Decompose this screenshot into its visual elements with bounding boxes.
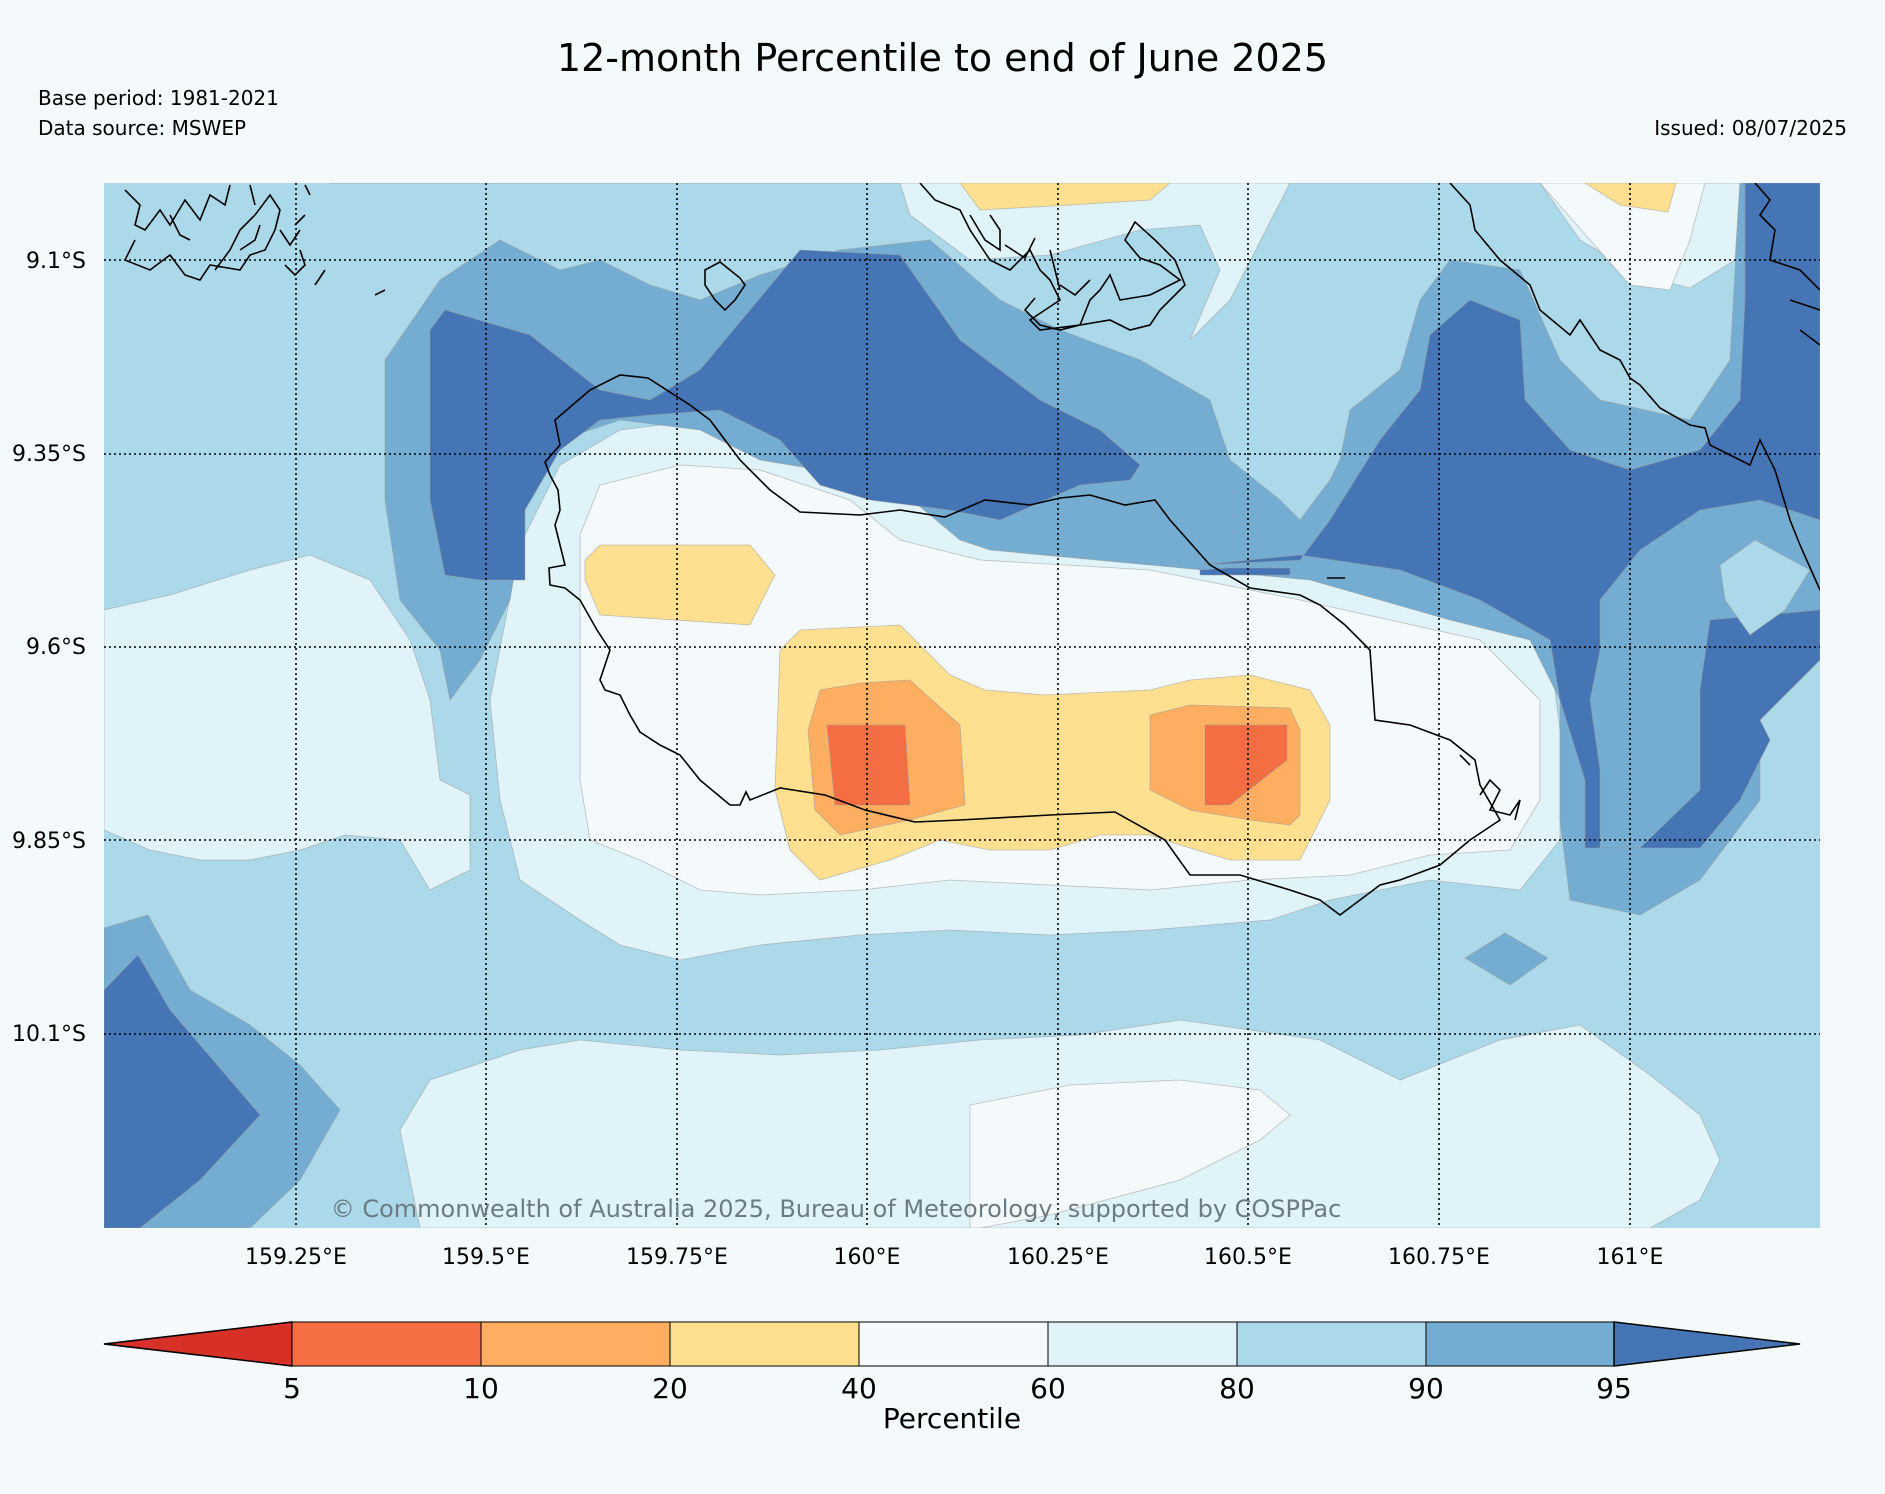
contour-95-north-east: [1199, 183, 1820, 849]
base-period-text: Base period: 1981-2021: [38, 86, 279, 110]
coastline-guadalcanal: [544, 374, 1502, 916]
colorbar-tick: 95: [1596, 1372, 1632, 1405]
lon-label: 160.75°E: [1388, 1245, 1490, 1270]
contour-20-40-top: [959, 183, 1171, 211]
colorbar-segment: [858, 1321, 1049, 1367]
coastline-florida-islands-2: [969, 214, 1091, 297]
coastline-santa-isabel: [1449, 183, 1820, 591]
colorbar-segment: [1047, 1321, 1238, 1367]
lon-label: 161°E: [1597, 1245, 1664, 1270]
colorbar-extend-high: [1613, 1321, 1801, 1367]
graticule: [104, 183, 1820, 1228]
contour-60-80-left: [104, 554, 471, 891]
contour-20-40-top-right: [1584, 183, 1677, 213]
lon-label: 159.25°E: [245, 1245, 347, 1270]
colorbar-tick: 40: [841, 1372, 877, 1405]
colorbar-tick: 90: [1408, 1372, 1444, 1405]
issued-date-text: Issued: 08/07/2025: [1654, 116, 1847, 140]
lat-label: 10.1°S: [12, 1022, 86, 1047]
coastline: [123, 183, 1820, 916]
lon-label: 159.5°E: [442, 1245, 530, 1270]
colorbar-segment: [1425, 1321, 1615, 1367]
map-title: 12-month Percentile to end of June 2025: [556, 36, 1329, 80]
colorbar-tick: 60: [1030, 1372, 1066, 1405]
colorbar: 5 10 20 40 60 80 90 95 Percentile: [103, 1321, 1801, 1435]
contour-95-band-strip: [1199, 567, 1291, 576]
colorbar-tick: 10: [463, 1372, 499, 1405]
colorbar-segment: [669, 1321, 860, 1367]
coastline-savo-island: [704, 261, 746, 312]
axis-labels: 9.1°S 9.35°S 9.6°S 9.85°S 10.1°S 159.25°…: [12, 249, 1663, 1270]
colorbar-segment: [480, 1321, 671, 1367]
colorbar-label: Percentile: [883, 1402, 1021, 1435]
lat-label: 9.6°S: [26, 635, 86, 660]
contour-5-10-east: [1204, 724, 1288, 806]
contour-5-10-west: [826, 724, 911, 806]
lat-label: 9.35°S: [12, 442, 86, 467]
contour-80-90-island-east: [1719, 539, 1811, 636]
colorbar-extend-low: [103, 1321, 293, 1367]
lat-label: 9.85°S: [12, 829, 86, 854]
coastline-bits: [1327, 577, 1521, 821]
coastline-northeast: [1754, 183, 1820, 346]
colorbar-tick: 20: [652, 1372, 688, 1405]
lon-label: 159.75°E: [626, 1245, 728, 1270]
contour-20-40-west: [584, 544, 776, 626]
contour-90-95-patch: [1464, 932, 1549, 986]
data-source-text: Data source: MSWEP: [38, 116, 247, 140]
lon-label: 160°E: [834, 1245, 901, 1270]
coastline-russell-islands: [123, 184, 386, 296]
colorbar-tick: 80: [1219, 1372, 1255, 1405]
lat-label: 9.1°S: [26, 249, 86, 274]
colorbar-tick: 5: [283, 1372, 301, 1405]
colorbar-segment: [291, 1321, 482, 1367]
contour-40-60-bottom: [969, 1079, 1291, 1228]
colorbar-segment: [1236, 1321, 1427, 1367]
contour-60-80-top-left: [330, 183, 1291, 341]
copyright-notice: © Commonwealth of Australia 2025, Bureau…: [331, 1195, 1342, 1223]
contour-95-southwest: [104, 954, 261, 1228]
lon-label: 160.5°E: [1204, 1245, 1292, 1270]
lon-label: 160.25°E: [1007, 1245, 1109, 1270]
